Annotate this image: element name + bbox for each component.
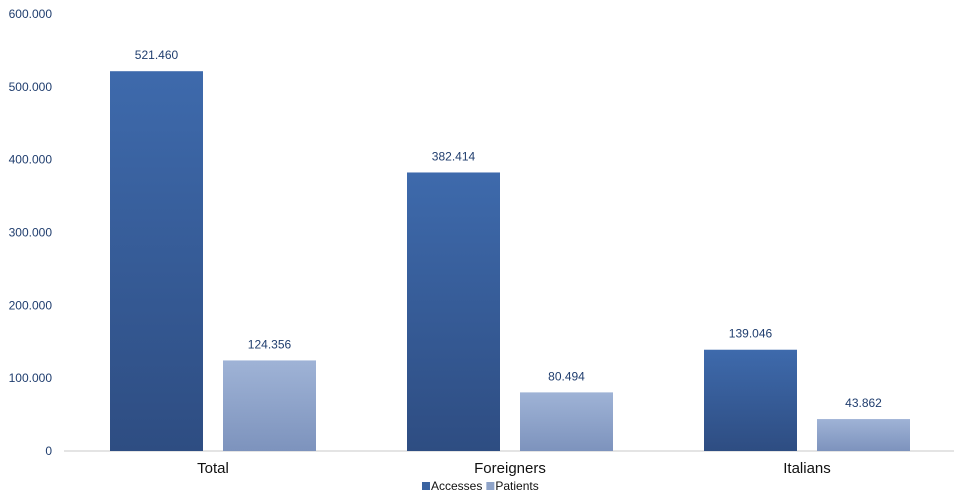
data-label: 521.460 xyxy=(135,48,179,62)
x-category-label: Total xyxy=(197,460,229,477)
legend-swatch-accesses xyxy=(422,482,430,490)
legend: Accesses Patients xyxy=(422,479,539,493)
data-labels: 521.460 124.356 382.414 80.494 139.046 43.862 xyxy=(135,48,882,410)
x-category-label: Italians xyxy=(783,460,831,477)
data-label: 43.862 xyxy=(845,396,882,410)
legend-label-patients: Patients xyxy=(495,479,538,493)
y-tick-label: 100.000 xyxy=(9,371,53,385)
bar-patients-total xyxy=(223,360,316,451)
y-tick-label: 200.000 xyxy=(9,298,53,312)
y-tick-label: 500.000 xyxy=(9,80,53,94)
data-label: 139.046 xyxy=(729,327,773,341)
y-tick-label: 400.000 xyxy=(9,153,53,167)
x-category-label: Foreigners xyxy=(474,460,546,477)
data-label: 80.494 xyxy=(548,369,585,383)
bar-accesses-foreigners xyxy=(407,172,500,451)
legend-label-accesses: Accesses xyxy=(431,479,482,493)
data-label: 382.414 xyxy=(432,149,476,163)
y-axis-labels: 0 100.000 200.000 300.000 400.000 500.000 600.… xyxy=(9,7,53,458)
bar-accesses-italians xyxy=(704,349,797,451)
data-label: 124.356 xyxy=(248,337,292,351)
bar-patients-italians xyxy=(817,419,910,451)
y-tick-label: 0 xyxy=(45,444,52,458)
legend-swatch-patients xyxy=(486,482,495,490)
category-labels: Total Foreigners Italians xyxy=(197,460,831,477)
bar-accesses-total xyxy=(110,71,203,451)
bar-patients-foreigners xyxy=(520,392,613,451)
bars xyxy=(110,71,910,451)
y-tick-label: 300.000 xyxy=(9,226,53,240)
y-tick-label: 600.000 xyxy=(9,7,53,21)
